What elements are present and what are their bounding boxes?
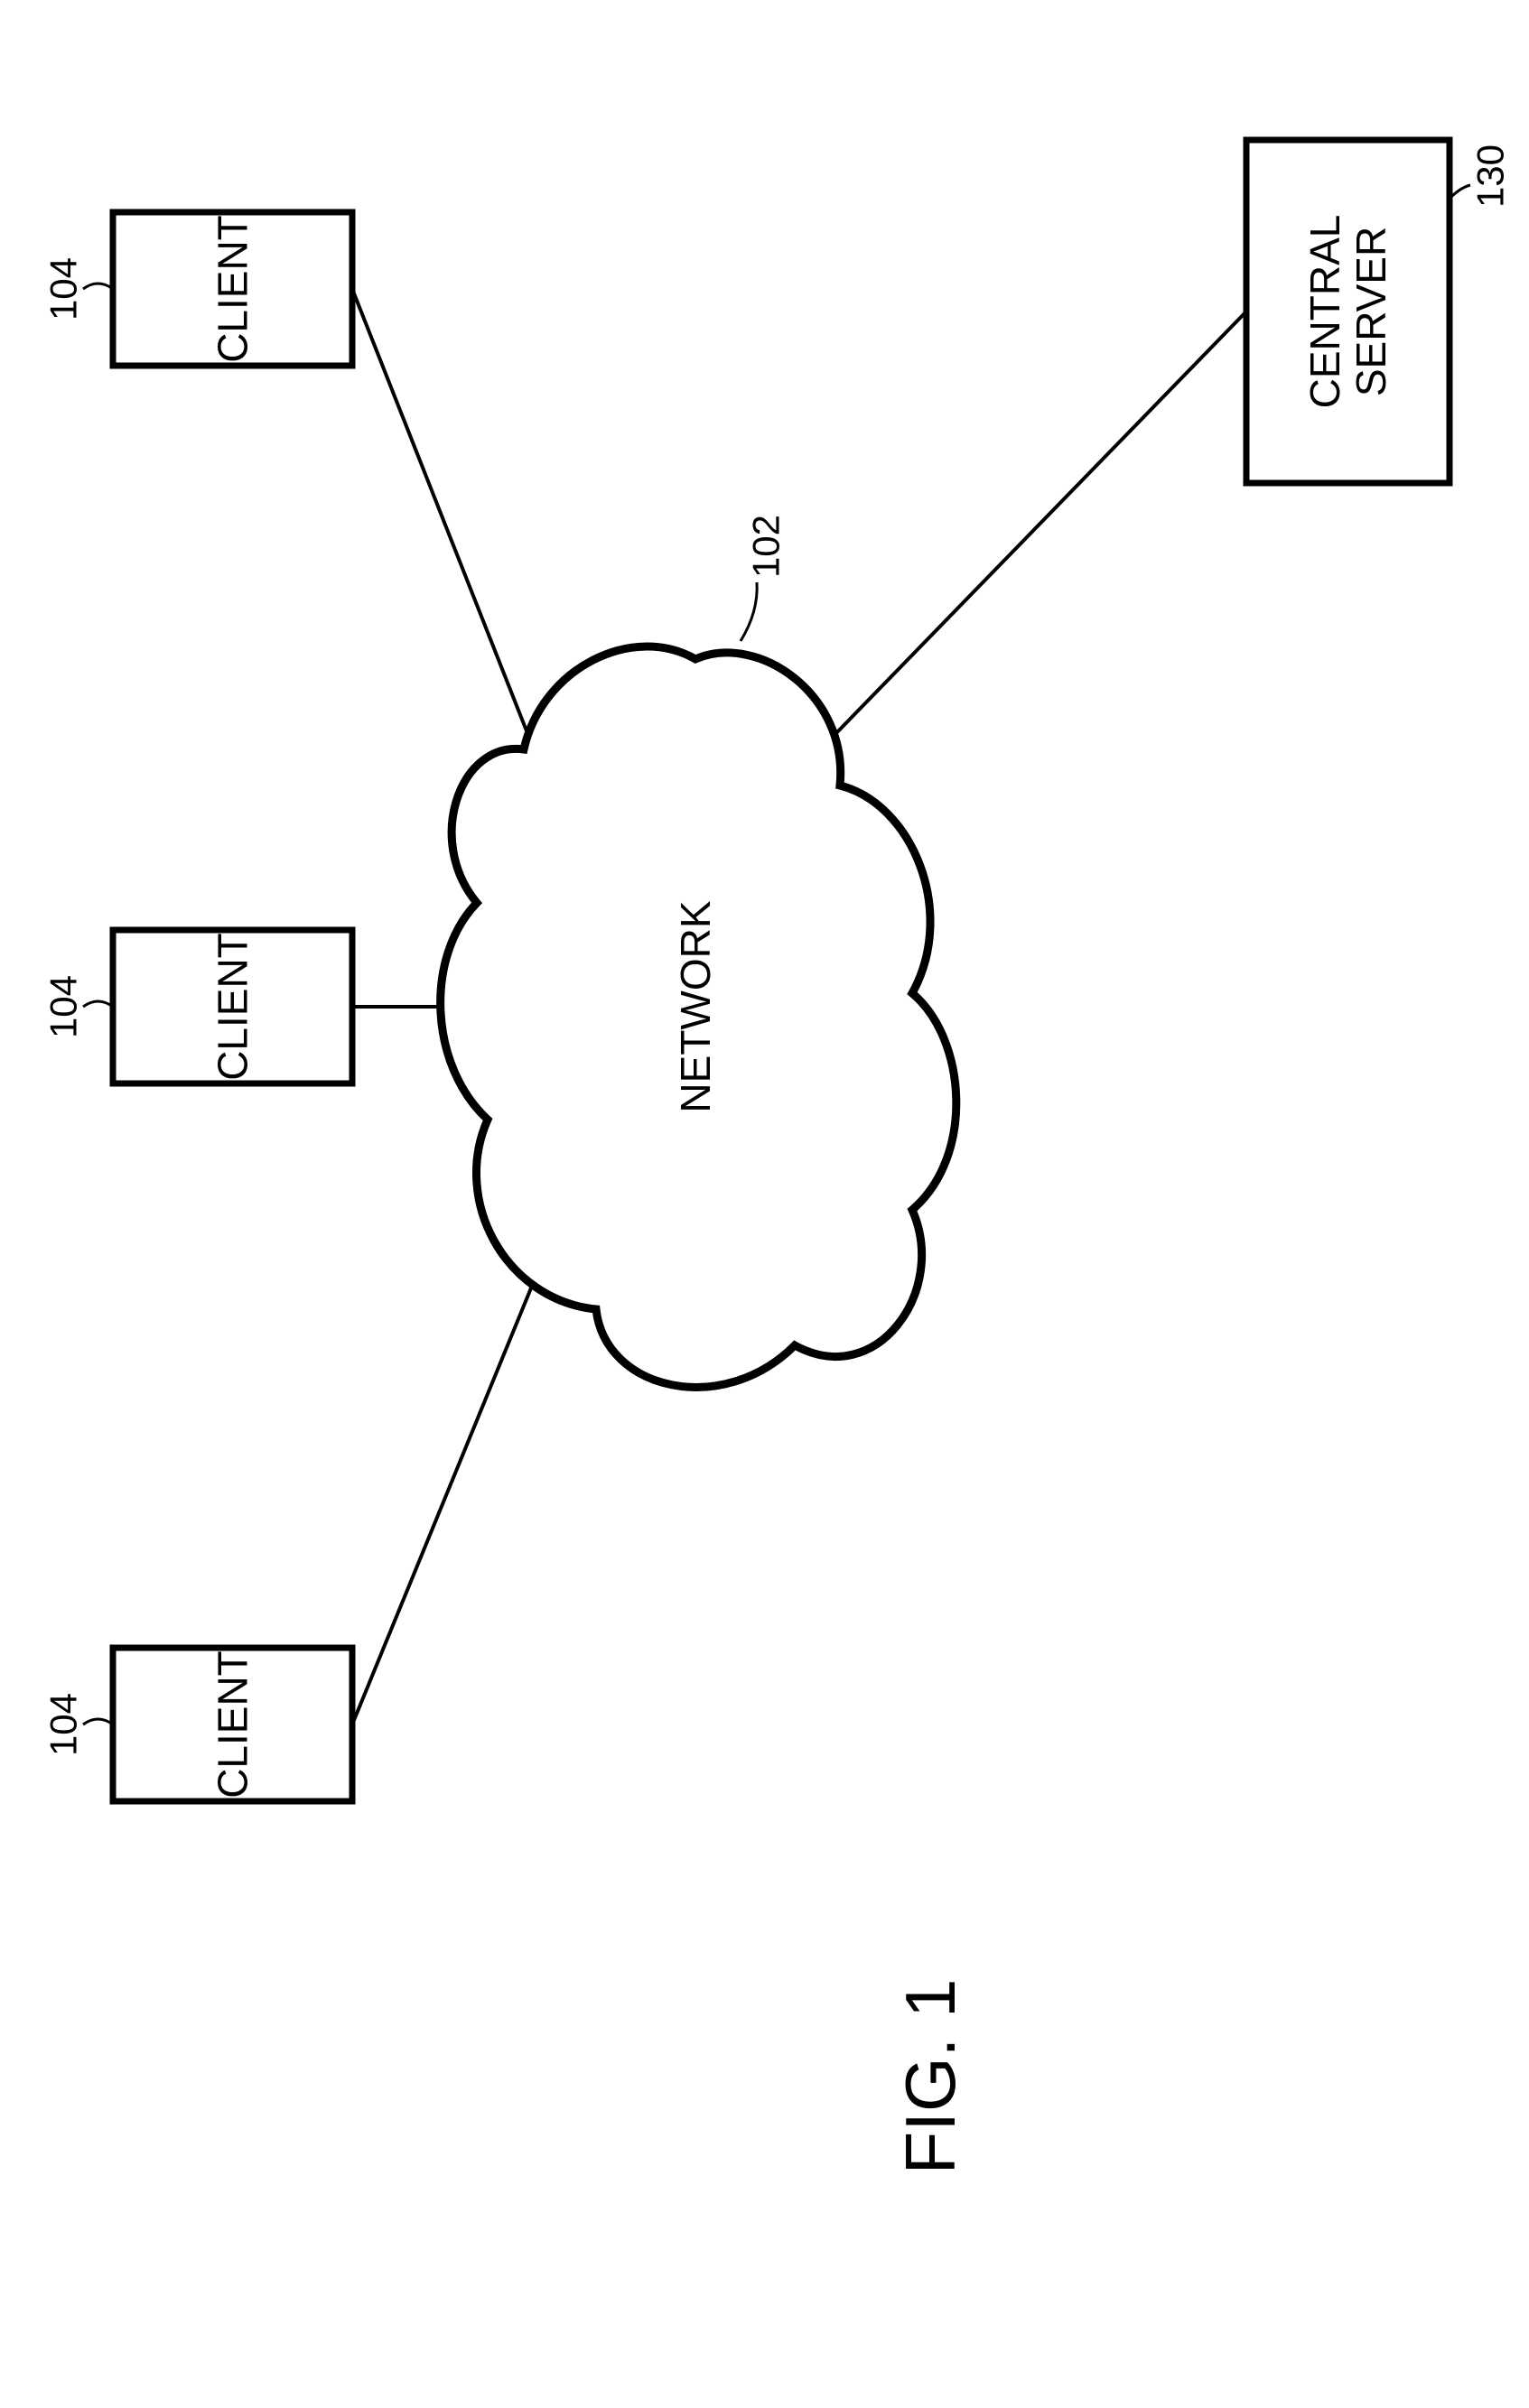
client2-ref-leader bbox=[83, 1001, 113, 1007]
client1-ref-leader bbox=[83, 284, 113, 289]
client1-ref-number: 104 bbox=[42, 257, 85, 321]
network-label: NETWORK bbox=[672, 900, 719, 1112]
edge-client3-network bbox=[352, 1255, 545, 1725]
edge-network-server bbox=[834, 311, 1246, 736]
network-ref-leader bbox=[741, 582, 757, 641]
server-ref-number: 130 bbox=[1469, 144, 1512, 208]
client3-ref-leader bbox=[83, 1719, 113, 1725]
client3-label: CLIENT bbox=[210, 1650, 256, 1799]
figure-caption: FIG. 1 bbox=[890, 1979, 970, 2175]
server-label-line-1: SERVER bbox=[1347, 227, 1394, 396]
edge-client1-network bbox=[352, 289, 541, 767]
client1-label: CLIENT bbox=[210, 215, 256, 363]
server-label-line-0: CENTRAL bbox=[1301, 215, 1348, 409]
client2-label: CLIENT bbox=[210, 933, 256, 1081]
network-ref-number: 102 bbox=[745, 515, 788, 578]
client3-ref-number: 104 bbox=[42, 1693, 85, 1756]
client2-ref-number: 104 bbox=[42, 975, 85, 1038]
